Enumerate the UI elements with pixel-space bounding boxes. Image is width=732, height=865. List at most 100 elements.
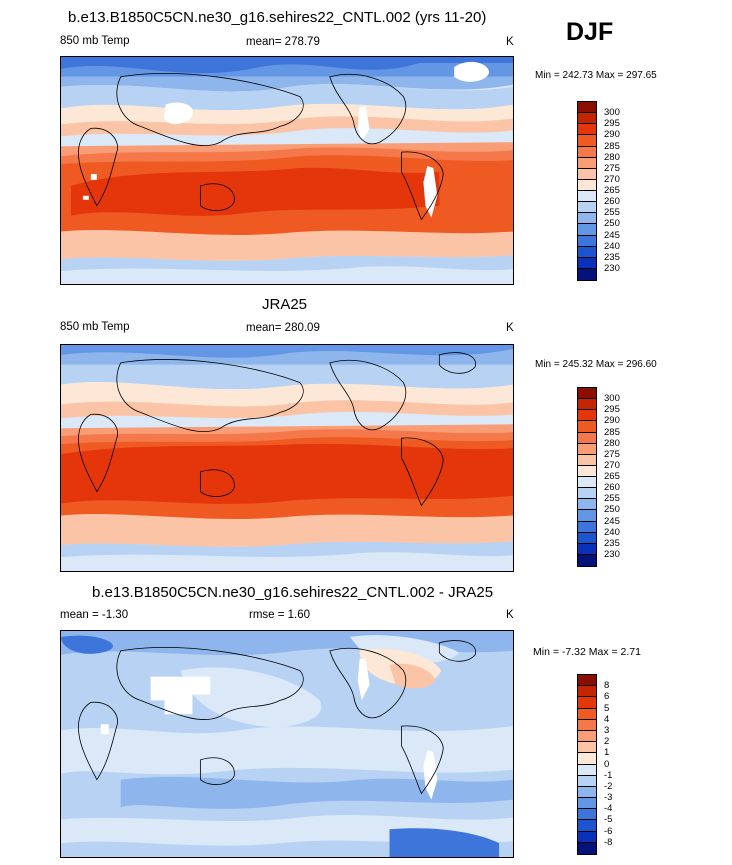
panel2-colorbar-swatch	[578, 443, 596, 455]
panel2-colorbar-label: 290	[604, 415, 620, 427]
panel1-colorbar-swatch	[578, 179, 596, 191]
panel2-colorbar-label: 260	[604, 482, 620, 494]
panel1-colorbar-swatch	[578, 268, 596, 280]
panel3-colorbar-label: 1	[604, 747, 610, 759]
panel1-colorbar-label: 300	[604, 107, 620, 119]
panel2-colorbar-swatch	[578, 465, 596, 477]
panel2-colorbar-swatch	[578, 488, 596, 500]
panel1-colorbar-swatch	[578, 157, 596, 169]
panel3-colorbar-label: -6	[604, 825, 613, 837]
panel3-title: b.e13.B1850C5CN.ne30_g16.sehires22_CNTL.…	[92, 584, 494, 601]
panel1-units-label: K	[506, 36, 514, 48]
panel2-colorbar-label: 245	[604, 515, 620, 527]
panel1-colorbar-label: 265	[604, 185, 620, 196]
season-label: DJF	[566, 18, 614, 46]
panel2-map	[60, 344, 514, 572]
panel2-colorbar-label: 300	[604, 393, 620, 405]
panel2-colorbar-label: 295	[604, 404, 620, 416]
panel2-variable-label: 850 mb Temp	[60, 321, 130, 333]
panel3-colorbar	[577, 674, 597, 855]
panel1-variable-label: 850 mb Temp	[60, 35, 130, 47]
panel2-colorbar-label: 255	[604, 493, 620, 505]
panel1-colorbar-swatch	[578, 246, 596, 258]
panel3-colorbar-label: -1	[604, 769, 613, 781]
panel2-colorbar-swatch	[578, 510, 596, 522]
panel1-title: b.e13.B1850C5CN.ne30_g16.sehires22_CNTL.…	[68, 9, 487, 26]
panel2-colorbar-swatch	[578, 521, 596, 533]
panel2-colorbar-swatch	[578, 388, 596, 400]
panel1-colorbar-label: 235	[604, 251, 620, 263]
panel2-colorbar-label: 230	[604, 548, 620, 560]
panel2-map-svg	[61, 345, 513, 571]
panel1-colorbar-label: 270	[604, 173, 620, 185]
panel3-colorbar-label: 6	[604, 691, 610, 703]
panel2-colorbar-swatch	[578, 410, 596, 422]
panel3-units-label: K	[506, 609, 514, 621]
panel3-colorbar-label: -5	[604, 814, 613, 826]
panel1-map-svg	[61, 57, 513, 284]
panel3-colorbar-label: 2	[604, 736, 610, 748]
panel2-colorbar-label: 265	[604, 471, 620, 482]
panel3-minmax-label: Min = -7.32 Max = 2.71	[533, 646, 641, 658]
panel3-colorbar-label: 4	[604, 713, 610, 725]
panel3-colorbar-swatch	[578, 831, 596, 843]
panel3-colorbar-swatch	[578, 753, 596, 765]
panel1-colorbar-label: 255	[604, 207, 620, 219]
panel3-colorbar-swatch	[578, 697, 596, 709]
panel3-colorbar-swatch	[578, 719, 596, 731]
panel2-colorbar-swatch	[578, 454, 596, 466]
panel2-colorbar-swatch	[578, 421, 596, 433]
panel1-minmax-label: Min = 242.73 Max = 297.65	[535, 70, 657, 81]
panel1-mean-label: mean= 278.79	[246, 36, 320, 48]
panel1-colorbar-swatch	[578, 191, 596, 203]
panel2-colorbar-swatch	[578, 477, 596, 489]
panel1-colorbar	[577, 101, 597, 281]
panel1-colorbar-swatch	[578, 224, 596, 236]
panel3-colorbar-swatch	[578, 786, 596, 799]
panel3-map	[60, 630, 514, 858]
panel3-colorbar-swatch	[578, 798, 596, 810]
panel3-colorbar-swatch	[578, 809, 596, 821]
panel3-colorbar-label: 8	[604, 680, 610, 692]
panel2-colorbar-swatch	[578, 532, 596, 544]
panel1-colorbar-label: 285	[604, 140, 620, 152]
panel1-map	[60, 56, 514, 285]
panel3-colorbar-label: -2	[604, 780, 613, 792]
panel2-colorbar-swatch	[578, 543, 596, 555]
panel3-map-svg	[61, 631, 513, 857]
panel3-colorbar-swatch	[578, 675, 596, 687]
panel3-mean-label: mean = -1.30	[60, 609, 129, 621]
panel3-colorbar-swatch	[578, 708, 596, 720]
panel1-colorbar-label: 250	[604, 218, 620, 230]
panel3-colorbar-label: 3	[604, 724, 610, 736]
panel3-colorbar-swatch	[578, 764, 596, 776]
panel3-colorbar-label: -3	[604, 792, 613, 804]
panel2-colorbar	[577, 387, 597, 567]
panel2-colorbar-label: 250	[604, 504, 620, 516]
panel2-colorbar-swatch	[578, 399, 596, 411]
panel1-colorbar-label: 245	[604, 229, 620, 241]
panel1-colorbar-swatch	[578, 202, 596, 214]
panel1-colorbar-swatch	[578, 113, 596, 125]
panel3-rmse-label: rmse = 1.60	[249, 609, 311, 621]
panel2-mean-label: mean= 280.09	[246, 322, 320, 334]
panel1-colorbar-swatch	[578, 235, 596, 247]
panel1-colorbar-label: 290	[604, 129, 620, 141]
panel3-colorbar-swatch	[578, 686, 596, 698]
panel2-colorbar-label: 285	[604, 426, 620, 438]
panel2-colorbar-label: 240	[604, 526, 620, 538]
panel2-colorbar-swatch	[578, 554, 596, 566]
panel1-colorbar-label: 295	[604, 118, 620, 130]
panel1-colorbar-label: 280	[604, 151, 620, 163]
panel2-units-label: K	[506, 322, 514, 334]
panel2-title: JRA25	[262, 296, 308, 313]
panel3-colorbar-label: -8	[604, 836, 613, 848]
panel3-colorbar-swatch	[578, 730, 596, 743]
panel3-colorbar-swatch	[578, 820, 596, 832]
panel2-colorbar-label: 235	[604, 537, 620, 549]
panel1-colorbar-swatch	[578, 168, 596, 180]
panel3-colorbar-swatch	[578, 775, 596, 787]
panel1-colorbar-label: 230	[604, 262, 620, 274]
panel1-colorbar-label: 260	[604, 196, 620, 208]
panel1-colorbar-label: 240	[604, 240, 620, 252]
